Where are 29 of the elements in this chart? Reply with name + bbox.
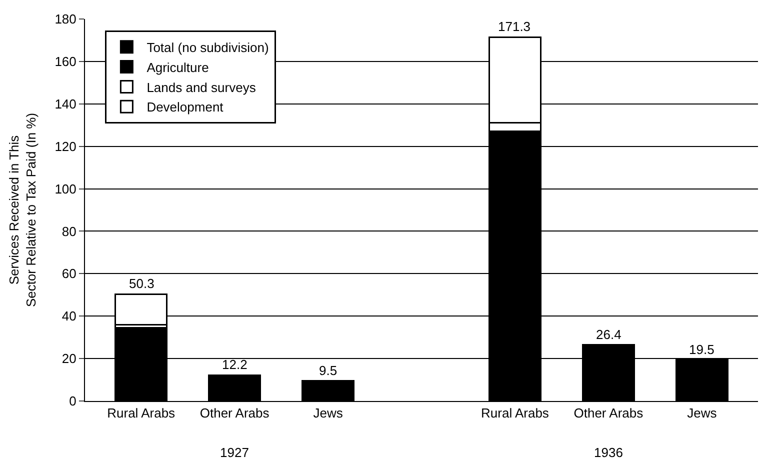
x-tick-label: Other Arabs: [200, 406, 270, 421]
total-label: 171.3: [498, 19, 531, 34]
x-tick-label: Other Arabs: [574, 406, 644, 421]
legend-label: Lands and surveys: [146, 80, 256, 95]
y-tick-label: 100: [54, 181, 76, 196]
y-tick-label: 80: [62, 224, 76, 239]
x-tick-label: Rural Arabs: [481, 406, 550, 421]
y-tick-label: 0: [69, 394, 76, 409]
x-tick-label: Jews: [313, 406, 344, 421]
x-tick-label: Rural Arabs: [107, 406, 176, 421]
y-tick-label: 140: [54, 96, 76, 112]
total-label: 12.2: [222, 357, 248, 372]
y-tick-label: 40: [62, 308, 76, 324]
total-label: 26.4: [596, 327, 622, 342]
legend-label: Total (no subdivision): [146, 40, 269, 55]
x-tick-label: Jews: [687, 406, 718, 421]
y-tick-label: 180: [54, 12, 76, 27]
y-tick-label: 60: [62, 266, 76, 282]
y-tick-label: 120: [54, 138, 76, 154]
text: 1927: [220, 445, 249, 460]
y-axis-title: Services Received in This Sector Relative to Tax Paid (In %): [6, 112, 39, 308]
total-label: 19.5: [689, 342, 714, 357]
total-label: 50.3: [129, 276, 154, 291]
y-tick-label: 20: [62, 351, 76, 366]
total-label: 9.5: [319, 363, 338, 378]
y-tick-label: 160: [54, 54, 76, 69]
text: 1936: [594, 445, 623, 460]
legend-label: Agriculture: [146, 60, 209, 75]
legend-label: Development: [146, 100, 224, 115]
